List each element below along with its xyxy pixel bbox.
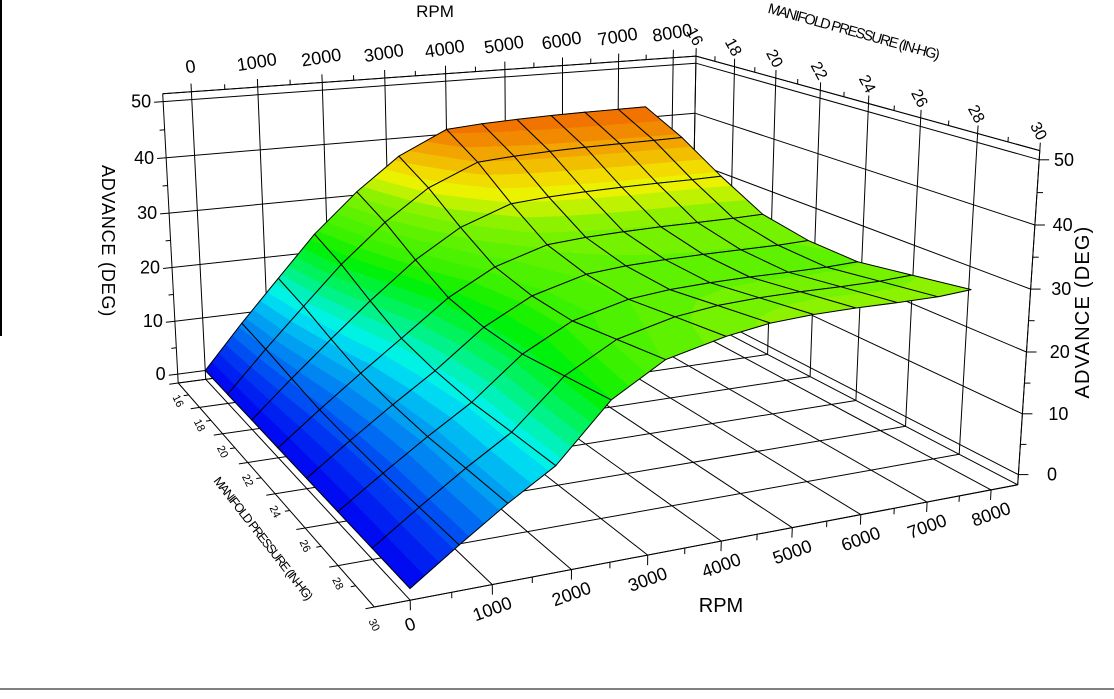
svg-text:40: 40 [134, 148, 154, 168]
svg-text:50: 50 [1054, 150, 1074, 170]
svg-text:ADVANCE (DEG): ADVANCE (DEG) [1072, 225, 1094, 398]
svg-text:20: 20 [1050, 342, 1070, 362]
svg-text:40: 40 [1053, 215, 1073, 235]
svg-text:50: 50 [131, 92, 151, 112]
svg-text:0: 0 [156, 364, 166, 384]
svg-text:10: 10 [143, 311, 163, 331]
svg-text:0: 0 [1047, 465, 1057, 485]
svg-text:20: 20 [140, 258, 160, 278]
svg-text:30: 30 [137, 203, 157, 223]
svg-text:RPM: RPM [699, 595, 743, 617]
svg-text:RPM: RPM [416, 2, 454, 21]
svg-text:30: 30 [1051, 279, 1071, 299]
svg-text:10: 10 [1048, 404, 1068, 424]
svg-text:ADVANCE (DEG): ADVANCE (DEG) [98, 165, 118, 317]
